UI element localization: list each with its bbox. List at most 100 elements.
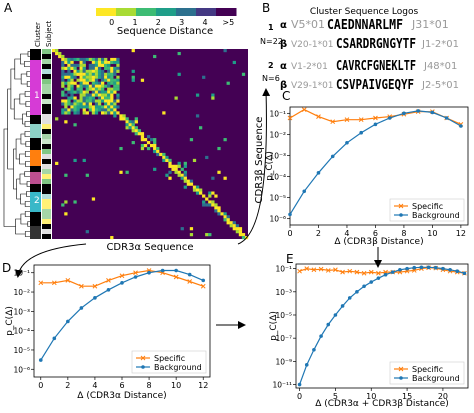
data-point-background — [93, 296, 97, 300]
heatmap-cell — [94, 105, 99, 109]
heatmap-cell — [116, 87, 120, 91]
dendrogram-branch — [20, 73, 28, 85]
heatmap-cell — [91, 108, 96, 112]
dendrogram-branch — [7, 88, 14, 170]
heatmap-cell — [195, 191, 200, 195]
data-point-specific — [330, 119, 336, 125]
heatmap-cell — [211, 96, 215, 100]
heatmap-cell — [97, 60, 102, 65]
arrow-to-panel-c — [237, 88, 271, 245]
heatmap-cell — [76, 90, 80, 94]
heatmap-cell — [128, 126, 132, 130]
heatmap-cell — [82, 72, 86, 76]
heatmap-cell — [73, 108, 77, 112]
x-tick-label: 0 — [297, 392, 302, 401]
x-tick-label: 2 — [316, 229, 321, 238]
heatmap-cell — [150, 138, 154, 142]
data-point-background — [201, 278, 206, 283]
heatmap-cell — [241, 233, 246, 237]
cluster-1-alpha-chain: α — [280, 20, 287, 31]
panel-e-label: E — [286, 252, 294, 266]
heatmap-cell — [189, 179, 194, 183]
heatmap-cell — [107, 75, 111, 79]
x-tick-label: 6 — [119, 381, 124, 390]
heatmap-cell — [52, 49, 56, 53]
heatmap-cell — [101, 72, 105, 76]
dendrogram-branch — [25, 101, 30, 107]
heatmap-cell — [94, 60, 99, 65]
heatmap-cell — [241, 72, 246, 76]
data-point-background — [441, 266, 445, 271]
heatmap-cell — [82, 108, 86, 112]
cluster-strip-segment — [30, 150, 41, 166]
y-tick-label: 10⁻³ — [275, 288, 292, 297]
y-tick-label: 10⁻⁴ — [13, 327, 30, 336]
heatmap-cell — [64, 72, 68, 76]
subject-strip-cell — [42, 204, 51, 209]
subject-strip-cell — [42, 184, 51, 189]
y-axis-label: p_C(Δ) — [265, 151, 275, 181]
dendrogram-branch — [24, 121, 30, 127]
heatmap-cell — [91, 75, 96, 79]
heatmap-cell — [107, 66, 111, 70]
data-point-background — [402, 111, 406, 116]
heatmap-cell — [70, 90, 74, 94]
heatmap-cell — [91, 60, 96, 65]
heatmap-cell — [91, 57, 96, 62]
heatmap-cell — [67, 84, 71, 88]
subject-strip-cell — [42, 189, 51, 194]
heatmap-cell — [134, 126, 138, 130]
y-tick-label: 10⁻⁶ — [13, 365, 30, 374]
heatmap-cell — [235, 224, 240, 228]
heatmap-cell — [76, 69, 80, 73]
heatmap-cell — [91, 96, 96, 100]
heatmap-cell — [61, 66, 65, 70]
heatmap-cell — [70, 63, 74, 68]
heatmap-cell — [67, 81, 71, 85]
data-point-background — [106, 288, 111, 292]
data-point-background — [147, 270, 151, 275]
heatmap-cell — [110, 108, 114, 112]
heatmap-cell — [110, 111, 114, 115]
heatmap-cell — [137, 132, 142, 136]
data-point-specific — [376, 270, 381, 276]
heatmap-cell — [85, 230, 89, 234]
cluster-2-beta-j-gene: J2-5*01 — [421, 80, 459, 91]
data-point-background — [373, 122, 378, 127]
heatmap-cell — [168, 158, 172, 163]
colorbar-segment — [116, 8, 137, 16]
dendrogram-branch — [24, 151, 30, 157]
legend-entry: Specific — [412, 202, 443, 211]
data-point-background — [52, 336, 57, 341]
subject-strip-cell — [42, 114, 51, 119]
subject-strip-cell — [42, 84, 51, 89]
heatmap-cell — [104, 57, 108, 62]
cluster-marker-1: 1 — [34, 91, 40, 101]
data-point-background — [412, 265, 417, 270]
heatmap-cell — [64, 105, 68, 109]
subject-strip-cell — [42, 219, 51, 224]
heatmap-cell — [131, 78, 135, 82]
dendrogram — [3, 51, 30, 237]
cluster-strip-segment — [30, 124, 41, 138]
heatmap-cell — [235, 227, 240, 231]
heatmap-cell — [67, 108, 71, 112]
heatmap-cell — [101, 93, 105, 97]
legend-marker — [398, 366, 404, 372]
legend-marker — [140, 355, 146, 361]
heatmap-cell — [88, 66, 93, 70]
heatmap-cell — [70, 96, 74, 100]
data-point-specific — [318, 266, 324, 272]
heatmap-cell — [91, 93, 96, 97]
subject-strip-cell — [42, 79, 51, 84]
heatmap-cell — [91, 197, 96, 201]
heatmap-cell — [79, 81, 83, 85]
colorbar-tick: 1 — [132, 18, 137, 27]
heatmap-cell — [104, 102, 108, 106]
heatmap-cell — [101, 75, 105, 79]
data-point-background — [369, 280, 374, 284]
heatmap-cell — [79, 63, 83, 68]
x-tick-label: 5 — [333, 392, 338, 401]
x-tick-label: 8 — [401, 229, 406, 238]
panel-b: B Cluster Sequence Logos 1 N=22 α V5*01 … — [260, 1, 459, 93]
